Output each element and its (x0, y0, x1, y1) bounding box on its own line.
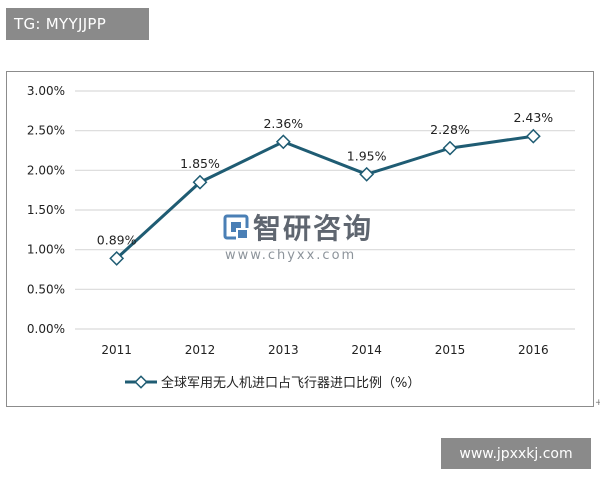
x-tick-label: 2014 (351, 343, 382, 357)
x-tick-label: 2011 (101, 343, 132, 357)
data-label: 2.43% (513, 110, 553, 125)
data-point-marker (192, 174, 208, 190)
tag-badge: TG: MYYJJPP (6, 8, 149, 40)
watermark-name: 智研咨询 (253, 212, 373, 245)
data-label: 1.95% (347, 148, 387, 163)
data-point-marker (525, 128, 541, 144)
data-label: 1.85% (180, 156, 220, 171)
tag-badge-text: TG: MYYJJPP (14, 15, 107, 33)
x-tick-label: 2012 (185, 343, 216, 357)
y-tick-label: 1.50% (27, 203, 65, 217)
zhiyan-logo-icon (223, 214, 249, 240)
gridlines (75, 90, 575, 330)
y-tick-label: 2.50% (27, 124, 65, 138)
chart-frame: 0.00% 0.50% 1.00% 1.50% 2.00% 2.50% 3.00% 2011… (6, 71, 594, 407)
watermark: 智研咨询 www.chyxx.com (223, 212, 373, 263)
series-line (115, 134, 534, 260)
legend-diamond-marker (134, 375, 148, 389)
y-tick-label: 3.00% (27, 84, 65, 98)
legend-entry: 全球军用无人机进口占飞行器进口比例（%） (161, 375, 420, 391)
watermark-url: www.chyxx.com (225, 248, 356, 263)
y-tick-label: 0.50% (27, 282, 65, 296)
data-label: 0.89% (97, 232, 137, 247)
y-tick-label: 0.00% (27, 322, 65, 336)
data-point-marker (275, 134, 291, 150)
site-badge-text: www.jpxxkj.com (459, 445, 573, 462)
x-tick-label: 2013 (268, 343, 299, 357)
data-label: 2.36% (263, 116, 303, 131)
legend: 全球军用无人机进口占飞行器进口比例（%） (125, 375, 420, 391)
plus-mark: + (595, 398, 600, 408)
line-chart: 0.00% 0.50% 1.00% 1.50% 2.00% 2.50% 3.00% 2011… (27, 84, 575, 391)
y-axis-tick-labels: 0.00% 0.50% 1.00% 1.50% 2.00% 2.50% 3.00% (27, 84, 65, 336)
site-badge: www.jpxxkj.com (441, 438, 591, 469)
y-tick-label: 1.00% (27, 243, 65, 257)
x-axis-tick-labels: 2011 2012 2013 2014 2015 2016 (101, 343, 548, 357)
x-tick-label: 2015 (435, 343, 466, 357)
series-markers (109, 128, 541, 266)
data-point-marker (442, 140, 458, 156)
data-point-marker (359, 166, 375, 182)
data-point-marker (109, 250, 125, 266)
data-labels: 0.89% 1.85% 2.36% 1.95% 2.28% 2.43% (97, 110, 553, 247)
y-tick-label: 2.00% (27, 163, 65, 177)
series-polyline (115, 134, 534, 260)
data-label: 2.28% (430, 122, 470, 137)
x-tick-label: 2016 (518, 343, 549, 357)
